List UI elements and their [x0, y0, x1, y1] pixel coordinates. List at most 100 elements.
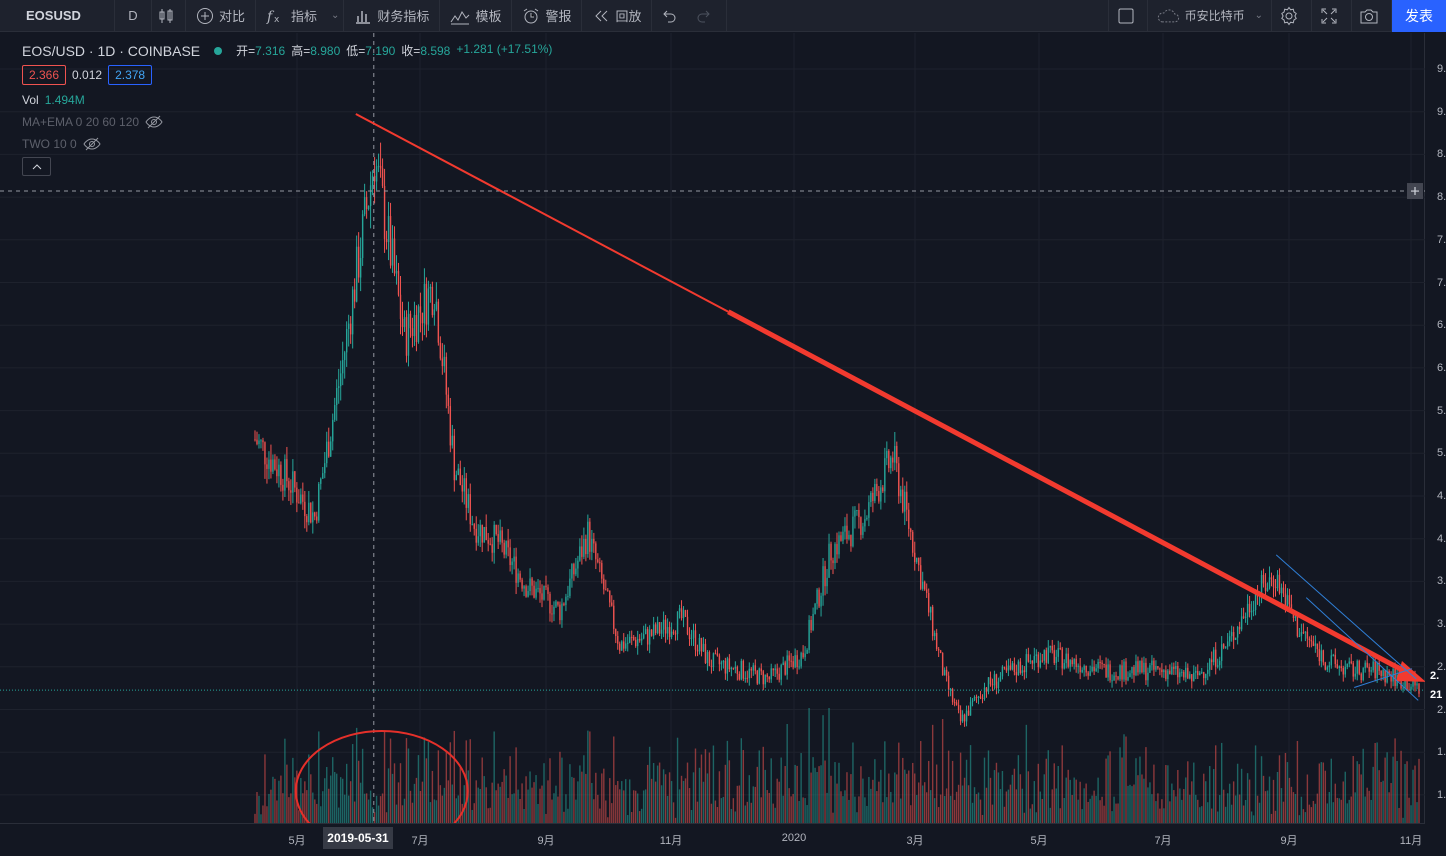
templates-button[interactable]: 模板 [440, 0, 513, 32]
collapse-legend-button[interactable] [22, 157, 51, 176]
candle-body [453, 435, 456, 481]
undo-icon[interactable] [662, 8, 678, 24]
volume-bar [591, 782, 593, 823]
candle-body [740, 660, 743, 680]
redo-icon[interactable] [695, 8, 711, 24]
candle-body [365, 197, 368, 210]
volume-bar [260, 814, 262, 823]
candle-body [541, 593, 543, 600]
eye-hidden-icon[interactable] [145, 115, 163, 129]
candle-body [1069, 660, 1071, 667]
candle-body [1059, 648, 1061, 650]
time-label: 5月 [288, 835, 306, 847]
volume-bar [866, 805, 868, 823]
volume-bar [1149, 782, 1151, 823]
volume-bar [694, 748, 697, 823]
interval-button[interactable]: D [115, 0, 152, 32]
symbol-search-button[interactable]: EOSUSD [0, 0, 115, 32]
candle-body [1029, 660, 1032, 662]
volume-bar [955, 791, 958, 823]
candle-body [716, 653, 719, 656]
volume-bar [1087, 801, 1089, 823]
candle-body [706, 652, 709, 664]
candle-body [593, 538, 595, 544]
fullscreen-button[interactable] [1312, 0, 1352, 32]
candle-body [1338, 666, 1340, 669]
candle-body [1195, 671, 1197, 673]
volume-bar [453, 730, 456, 823]
legend-symbol[interactable]: EOS/USD · 1D · COINBASE [22, 42, 201, 59]
candle-body [617, 636, 619, 644]
financials-button[interactable]: 财务指标 [344, 0, 441, 32]
ma-ema-indicator[interactable]: MA+EMA 0 20 60 120 [22, 115, 552, 129]
volume-bar [868, 776, 870, 823]
volume-bar [363, 793, 366, 823]
template-icon [451, 10, 470, 24]
candle-body [838, 535, 840, 555]
volume-bar [597, 794, 599, 823]
eye-hidden-icon[interactable] [83, 137, 101, 151]
candle-body [437, 301, 440, 343]
layout-button[interactable] [1108, 0, 1148, 32]
volume-bar [949, 795, 952, 823]
candle-body [1213, 649, 1215, 663]
volume-bar [1183, 789, 1185, 823]
volume-bar [1236, 763, 1239, 823]
candle-body [1161, 669, 1163, 673]
volume-bar [798, 800, 800, 823]
candle-body [519, 573, 521, 580]
chart-legend: EOS/USD · 1D · COINBASE 开=7.316 高=8.980 … [22, 42, 552, 176]
replay-button[interactable]: 回放 [582, 0, 653, 32]
volume-bar [621, 781, 623, 823]
replay-label: 回放 [615, 9, 642, 24]
price-scale[interactable]: 9. 9. 8. 8. 7. 7. 6. 6. 5. 5. 4. 4. 3. 3. 2. 2. 1. 1. 2. 21 [1426, 33, 1446, 823]
volume-bar [264, 754, 266, 823]
square-icon [1118, 8, 1133, 23]
two-indicator[interactable]: TWO 10 0 [22, 137, 552, 151]
candle-body [1179, 672, 1181, 678]
volume-bar [1213, 769, 1215, 823]
candle-body [377, 165, 380, 167]
volume-bar [914, 773, 916, 823]
buy-price-button[interactable]: 2.378 [108, 65, 153, 85]
candle-body [1083, 665, 1085, 670]
alert-button[interactable]: 警报 [512, 0, 583, 32]
snapshot-button[interactable] [1352, 0, 1392, 32]
volume-bar [710, 803, 713, 823]
candle-body [523, 586, 525, 589]
publish-button[interactable]: 发表 [1392, 0, 1446, 32]
candle-body [1093, 666, 1095, 672]
volume-bar [280, 775, 282, 823]
time-scale[interactable]: 5月 7月 9月 11月 2020 3月 5月 7月 9月 11月 2019-0… [0, 823, 1425, 856]
candle-body [898, 463, 900, 497]
volume-bar [332, 757, 334, 823]
candle-body [971, 700, 974, 703]
settings-button[interactable] [1272, 0, 1312, 32]
volume-bar [489, 807, 491, 823]
volume-indicator[interactable]: Vol 1.494M [22, 93, 552, 107]
chart-type-button[interactable] [152, 0, 186, 32]
volume-bar [908, 770, 910, 823]
candle-body [1171, 666, 1173, 675]
volume-bar [820, 765, 822, 823]
candle-body [597, 559, 599, 563]
volume-bar [981, 814, 984, 823]
candle-body [924, 581, 926, 590]
compare-button[interactable]: 对比 [186, 0, 257, 32]
sell-price-button[interactable]: 2.366 [22, 65, 67, 85]
volume-bar [1312, 800, 1315, 823]
volume-bar [670, 781, 673, 823]
candle-body [611, 602, 613, 606]
volume-bar [268, 793, 270, 823]
candle-body [860, 517, 862, 535]
volume-bar [298, 810, 300, 823]
candle-body [1234, 637, 1237, 640]
price-chart[interactable] [0, 33, 1425, 823]
chart-pane[interactable] [0, 33, 1425, 823]
candle-body [1248, 603, 1251, 613]
volume-bar [1131, 786, 1133, 823]
candle-body [722, 660, 725, 663]
currency-dropdown[interactable]: 币安比特币 ⌄ [1148, 0, 1272, 32]
candle-body [1087, 672, 1089, 676]
